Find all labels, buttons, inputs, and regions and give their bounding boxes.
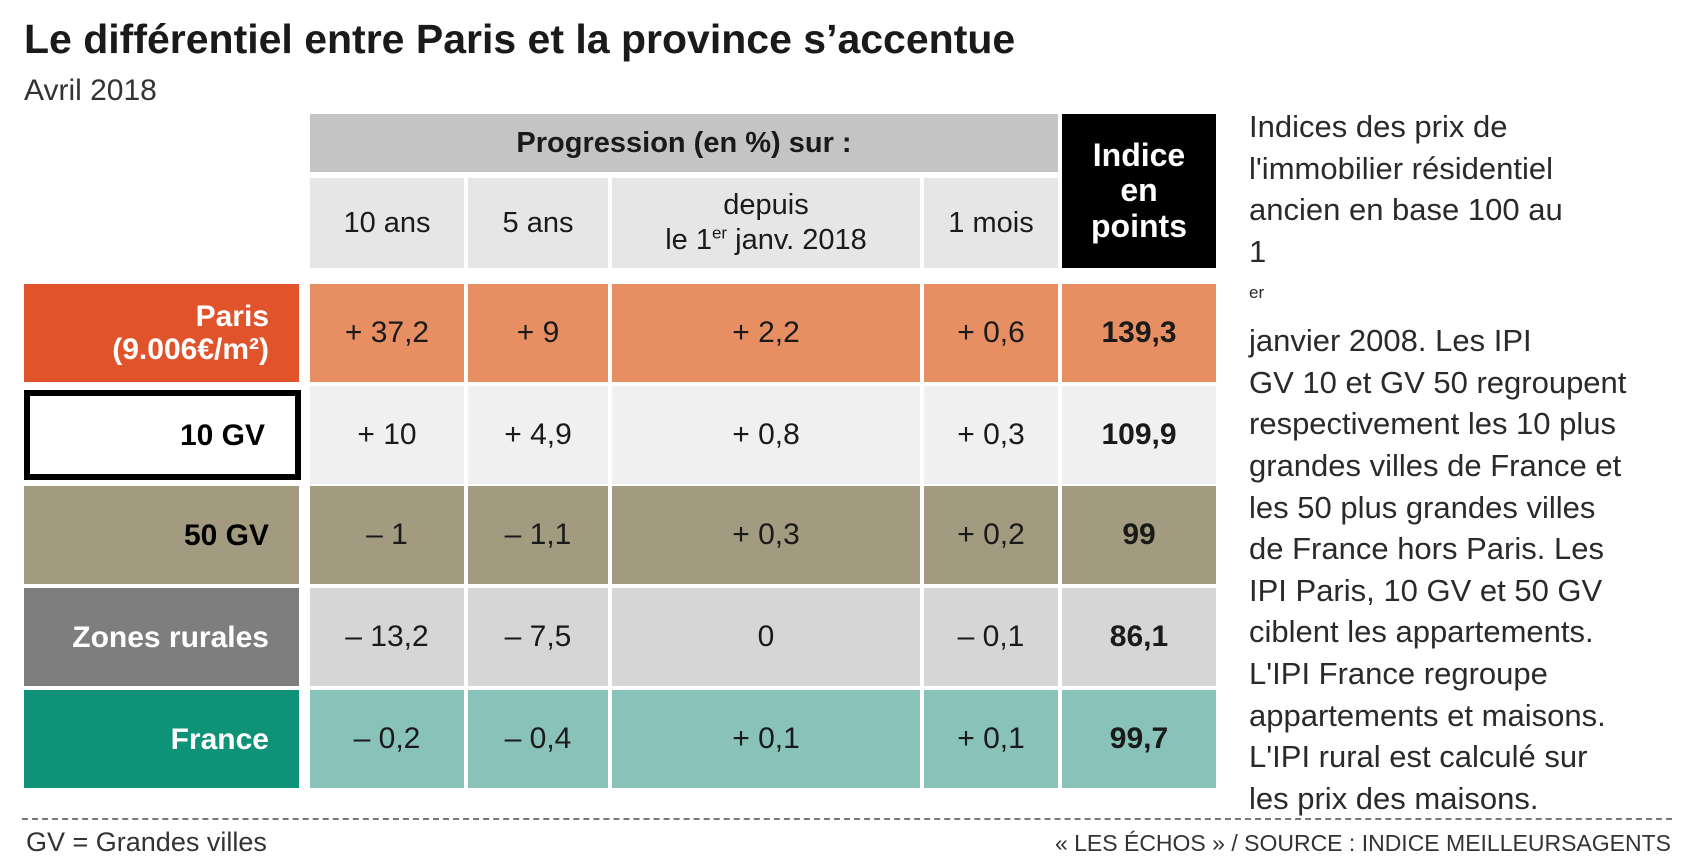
table-cell: + 10 bbox=[310, 386, 464, 484]
table-cell: + 0,6 bbox=[924, 284, 1058, 382]
table-cell: + 0,8 bbox=[612, 386, 920, 484]
table-cell: + 4,9 bbox=[468, 386, 608, 484]
index-cell: 86,1 bbox=[1062, 588, 1216, 686]
column-header-depuis-line1: depuis bbox=[723, 189, 809, 222]
row-label-text: Paris bbox=[195, 300, 269, 333]
table-cell: – 1,1 bbox=[468, 486, 608, 584]
footer-source: « LES ÉCHOS » / SOURCE : INDICE MEILLEUR… bbox=[1054, 830, 1671, 856]
column-header-depuis-line2: le 1er janv. 2018 bbox=[665, 223, 867, 256]
table-cell: + 0,1 bbox=[924, 690, 1058, 788]
index-cell: 99,7 bbox=[1062, 690, 1216, 788]
index-cell: 99 bbox=[1062, 486, 1216, 584]
row-label-50-gv: 50 GV bbox=[24, 486, 299, 584]
row-label-text: 50 GV bbox=[183, 518, 269, 552]
chart-subtitle: Avril 2018 bbox=[24, 74, 157, 107]
table-cell: – 7,5 bbox=[468, 588, 608, 686]
table-cell: + 0,1 bbox=[612, 690, 920, 788]
table-cell: + 37,2 bbox=[310, 284, 464, 382]
row-label-france: France bbox=[24, 690, 299, 788]
row-label-text: (9.006€/m²) bbox=[112, 333, 269, 366]
table-cell: + 0,2 bbox=[924, 486, 1058, 584]
column-header-depuis-janvier: depuis le 1er janv. 2018 bbox=[612, 178, 920, 268]
table-cell: 0 bbox=[612, 588, 920, 686]
row-label-10-gv: 10 GV bbox=[24, 390, 301, 480]
index-header: Indice en points bbox=[1062, 114, 1216, 268]
column-header-1-mois: 1 mois bbox=[924, 178, 1058, 268]
footer-legend: GV = Grandes villes bbox=[26, 827, 267, 857]
row-label-text: France bbox=[170, 722, 269, 756]
row-label-paris: Paris (9.006€/m²) bbox=[24, 284, 299, 382]
table-cell: + 9 bbox=[468, 284, 608, 382]
row-label-text: 10 GV bbox=[179, 418, 265, 452]
table-cell: – 0,4 bbox=[468, 690, 608, 788]
row-label-text: Zones rurales bbox=[72, 620, 269, 654]
footer-divider bbox=[22, 818, 1672, 820]
chart-title: Le différentiel entre Paris et la provin… bbox=[24, 16, 1016, 62]
side-note: Indices des prix de l'immobilier résiden… bbox=[1249, 109, 1627, 816]
table-cell: + 2,2 bbox=[612, 284, 920, 382]
table-cell: – 0,1 bbox=[924, 588, 1058, 686]
index-cell: 109,9 bbox=[1062, 386, 1216, 484]
table-cell: – 0,2 bbox=[310, 690, 464, 788]
table-cell: – 13,2 bbox=[310, 588, 464, 686]
column-header-5-ans: 5 ans bbox=[468, 178, 608, 268]
progression-header: Progression (en %) sur : bbox=[310, 114, 1058, 172]
index-cell: 139,3 bbox=[1062, 284, 1216, 382]
table-cell: + 0,3 bbox=[924, 386, 1058, 484]
row-label-zones-rurales: Zones rurales bbox=[24, 588, 299, 686]
table-cell: – 1 bbox=[310, 486, 464, 584]
column-header-10-ans: 10 ans bbox=[310, 178, 464, 268]
table-cell: + 0,3 bbox=[612, 486, 920, 584]
